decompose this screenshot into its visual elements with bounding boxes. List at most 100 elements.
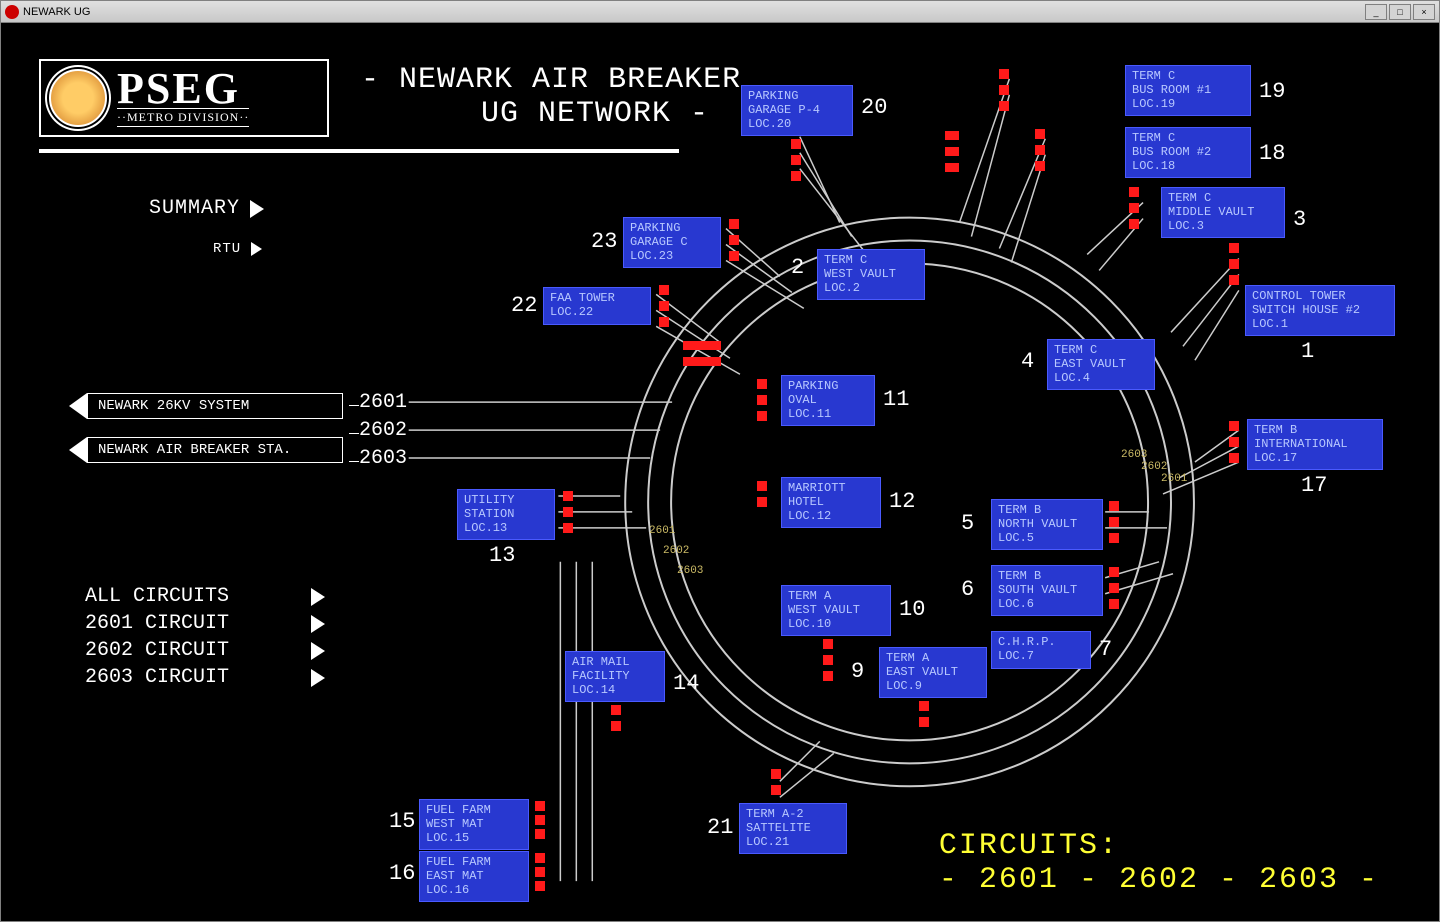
breaker-loc5-2[interactable]	[1109, 533, 1119, 543]
breaker-loc6-0[interactable]	[1109, 567, 1119, 577]
minimize-button[interactable]: _	[1365, 4, 1387, 20]
node-loc-21[interactable]: TERM A-2 SATTELITE LOC.21	[739, 803, 847, 854]
ring-label-2603b: 2603	[1121, 449, 1147, 461]
breaker-loc1-0[interactable]	[1229, 243, 1239, 253]
node-loc-3[interactable]: TERM C MIDDLE VAULT LOC.3	[1161, 187, 1285, 238]
node-loc-23[interactable]: PARKING GARAGE C LOC.23	[623, 217, 721, 268]
tie-breaker-7[interactable]	[945, 147, 959, 156]
breaker-loc22-2[interactable]	[659, 317, 669, 327]
breaker-loc15-0[interactable]	[535, 801, 545, 811]
breaker-loc9-1[interactable]	[919, 717, 929, 727]
breaker-loc11-2[interactable]	[757, 411, 767, 421]
breaker-loc13-2[interactable]	[563, 523, 573, 533]
breaker-loc15-2[interactable]	[535, 829, 545, 839]
node-loc-16[interactable]: FUEL FARM EAST MAT LOC.16	[419, 851, 529, 902]
triangle-right-icon	[311, 642, 325, 660]
link-newark-26kv[interactable]: NEWARK 26KV SYSTEM	[87, 393, 343, 419]
breaker-loc14-1[interactable]	[611, 721, 621, 731]
breaker-loc22-0[interactable]	[659, 285, 669, 295]
breaker-loc6-2[interactable]	[1109, 599, 1119, 609]
breaker-loc12-1[interactable]	[757, 497, 767, 507]
logo-box: PSEG ··METRO DIVISION··	[39, 59, 329, 137]
breaker-loc19-2[interactable]	[999, 101, 1009, 111]
nav-2602-circuit[interactable]: 2602 CIRCUIT	[85, 639, 325, 662]
breaker-loc11-1[interactable]	[757, 395, 767, 405]
node-loc-14[interactable]: AIR MAIL FACILITY LOC.14	[565, 651, 665, 702]
breaker-loc3-2[interactable]	[1129, 219, 1139, 229]
node-loc-18[interactable]: TERM C BUS ROOM #2 LOC.18	[1125, 127, 1251, 178]
breaker-loc1-2[interactable]	[1229, 275, 1239, 285]
tie-breaker-6[interactable]	[945, 131, 959, 140]
node-loc-9[interactable]: TERM A EAST VAULT LOC.9	[879, 647, 987, 698]
node-loc-12[interactable]: MARRIOTT HOTEL LOC.12	[781, 477, 881, 528]
nav-2601-circuit[interactable]: 2601 CIRCUIT	[85, 612, 325, 635]
nav-all-circuits[interactable]: ALL CIRCUITS	[85, 585, 325, 608]
close-button[interactable]: ×	[1413, 4, 1435, 20]
node-number-4: 4	[1021, 349, 1034, 374]
breaker-loc18-2[interactable]	[1035, 161, 1045, 171]
breaker-loc9-0[interactable]	[919, 701, 929, 711]
node-number-22: 22	[511, 293, 537, 318]
node-loc-5[interactable]: TERM B NORTH VAULT LOC.5	[991, 499, 1103, 550]
breaker-loc3-0[interactable]	[1129, 187, 1139, 197]
breaker-loc17-2[interactable]	[1229, 453, 1239, 463]
node-loc-4[interactable]: TERM C EAST VAULT LOC.4	[1047, 339, 1155, 390]
node-number-3: 3	[1293, 207, 1306, 232]
node-loc-6[interactable]: TERM B SOUTH VAULT LOC.6	[991, 565, 1103, 616]
breaker-loc16-0[interactable]	[535, 853, 545, 863]
breaker-loc16-1[interactable]	[535, 867, 545, 877]
node-loc-7[interactable]: C.H.R.P. LOC.7	[991, 631, 1091, 669]
node-loc-11[interactable]: PARKING OVAL LOC.11	[781, 375, 875, 426]
breaker-loc13-0[interactable]	[563, 491, 573, 501]
breaker-loc13-1[interactable]	[563, 507, 573, 517]
breaker-loc3-1[interactable]	[1129, 203, 1139, 213]
node-loc-1[interactable]: CONTROL TOWER SWITCH HOUSE #2 LOC.1	[1245, 285, 1395, 336]
breaker-loc5-1[interactable]	[1109, 517, 1119, 527]
breaker-loc21-0[interactable]	[771, 769, 781, 779]
breaker-loc12-0[interactable]	[757, 481, 767, 491]
nav-summary[interactable]: SUMMARY	[149, 197, 264, 220]
breaker-loc16-2[interactable]	[535, 881, 545, 891]
breaker-loc1-1[interactable]	[1229, 259, 1239, 269]
node-number-19: 19	[1259, 79, 1285, 104]
node-loc-17[interactable]: TERM B INTERNATIONAL LOC.17	[1247, 419, 1383, 470]
breaker-loc23-2[interactable]	[729, 251, 739, 261]
node-loc-10[interactable]: TERM A WEST VAULT LOC.10	[781, 585, 891, 636]
breaker-loc17-0[interactable]	[1229, 421, 1239, 431]
tie-breaker-5[interactable]	[707, 357, 721, 366]
link-newark-air-breaker-sta[interactable]: NEWARK AIR BREAKER STA.	[87, 437, 343, 463]
breaker-loc17-1[interactable]	[1229, 437, 1239, 447]
breaker-loc18-1[interactable]	[1035, 145, 1045, 155]
breaker-loc15-1[interactable]	[535, 815, 545, 825]
breaker-loc23-0[interactable]	[729, 219, 739, 229]
node-loc-22[interactable]: FAA TOWER LOC.22	[543, 287, 651, 325]
breaker-loc20-2[interactable]	[791, 171, 801, 181]
breaker-loc20-1[interactable]	[791, 155, 801, 165]
breaker-loc11-0[interactable]	[757, 379, 767, 389]
nav-2603-circuit[interactable]: 2603 CIRCUIT	[85, 666, 325, 689]
breaker-loc22-1[interactable]	[659, 301, 669, 311]
node-loc-2[interactable]: TERM C WEST VAULT LOC.2	[817, 249, 925, 300]
tie-breaker-2[interactable]	[707, 341, 721, 350]
node-loc-13[interactable]: UTILITY STATION LOC.13	[457, 489, 555, 540]
breaker-loc10-2[interactable]	[823, 671, 833, 681]
nav-rtu[interactable]: RTU	[213, 241, 262, 257]
breaker-loc10-1[interactable]	[823, 655, 833, 665]
node-loc-19[interactable]: TERM C BUS ROOM #1 LOC.19	[1125, 65, 1251, 116]
breaker-loc23-1[interactable]	[729, 235, 739, 245]
app-icon	[5, 5, 19, 19]
breaker-loc21-1[interactable]	[771, 785, 781, 795]
breaker-loc14-0[interactable]	[611, 705, 621, 715]
maximize-button[interactable]: □	[1389, 4, 1411, 20]
breaker-loc19-1[interactable]	[999, 85, 1009, 95]
breaker-loc6-1[interactable]	[1109, 583, 1119, 593]
breaker-loc18-0[interactable]	[1035, 129, 1045, 139]
breaker-loc10-0[interactable]	[823, 639, 833, 649]
node-loc-20[interactable]: PARKING GARAGE P-4 LOC.20	[741, 85, 853, 136]
node-loc-15[interactable]: FUEL FARM WEST MAT LOC.15	[419, 799, 529, 850]
breaker-loc19-0[interactable]	[999, 69, 1009, 79]
tie-breaker-8[interactable]	[945, 163, 959, 172]
ring-label-2602: 2602	[663, 545, 689, 557]
breaker-loc5-0[interactable]	[1109, 501, 1119, 511]
breaker-loc20-0[interactable]	[791, 139, 801, 149]
